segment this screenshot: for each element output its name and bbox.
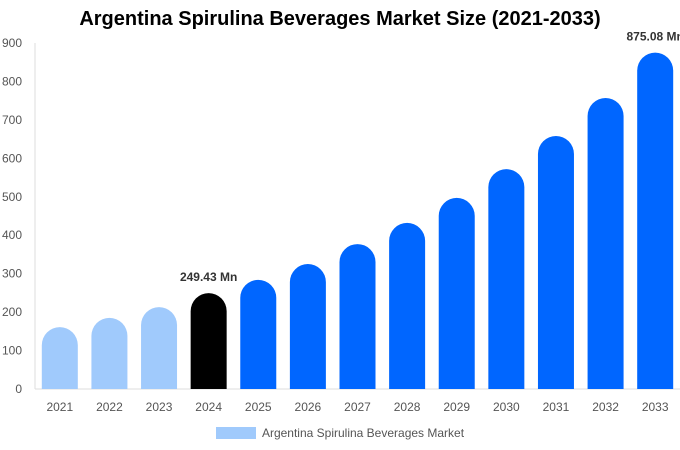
bar-2021 [41,327,78,389]
x-tick-label: 2032 [592,400,619,414]
x-tick-label: 2033 [642,400,669,414]
bar-2033 [637,52,674,389]
y-tick-label: 400 [2,228,22,242]
bar-2022 [91,317,128,389]
x-tick-label: 2021 [46,400,73,414]
x-tick-label: 2026 [295,400,322,414]
bar-2032 [587,97,624,389]
data-label: 875.08 Mn [627,30,680,44]
y-tick-label: 700 [2,113,22,127]
x-tick-label: 2025 [245,400,272,414]
bar-2025 [240,279,277,389]
legend-swatch [215,427,256,439]
bar-2028 [389,222,426,389]
legend: Argentina Spirulina Beverages Market [0,426,680,440]
y-tick-label: 500 [2,190,22,204]
bar-2029 [438,197,475,389]
bar-2031 [537,136,574,389]
bar-2026 [289,264,326,389]
y-tick-label: 600 [2,151,22,165]
x-tick-label: 2031 [543,400,570,414]
legend-label[interactable]: Argentina Spirulina Beverages Market [261,426,465,440]
x-tick-label: 2028 [394,400,421,414]
y-tick-label: 100 [2,344,22,358]
data-label: 249.43 Mn [180,270,237,284]
y-tick-label: 800 [2,74,22,88]
x-tick-label: 2023 [146,400,173,414]
y-tick-label: 0 [15,382,22,396]
bar-2027 [339,244,376,389]
y-tick-label: 300 [2,267,22,281]
bar-2030 [488,169,525,389]
y-tick-label: 900 [2,36,22,50]
x-tick-label: 2029 [443,400,470,414]
bar-2024 [190,293,227,389]
x-tick-label: 2030 [493,400,520,414]
x-tick-label: 2022 [96,400,123,414]
y-tick-label: 200 [2,305,22,319]
chart-title: Argentina Spirulina Beverages Market Siz… [79,8,601,30]
x-tick-label: 2024 [195,400,222,414]
bar-2023 [141,307,178,389]
x-tick-label: 2027 [344,400,371,414]
